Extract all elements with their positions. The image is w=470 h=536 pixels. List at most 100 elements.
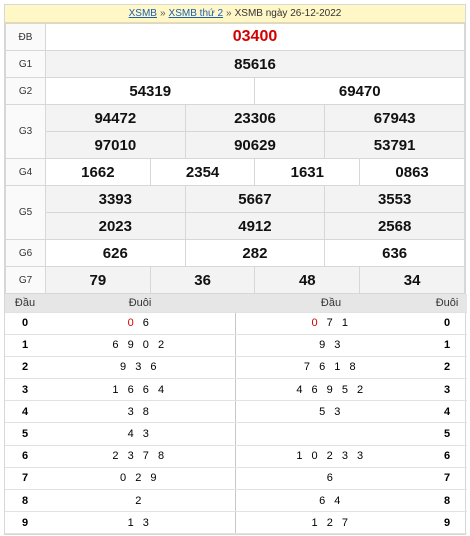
loto-tail-digits: 4 3 xyxy=(45,422,235,446)
loto-tail-rest: 6 xyxy=(136,317,152,330)
prize-row-g7: G7 79 36 48 34 xyxy=(5,266,465,294)
loto-head-digit: 3 xyxy=(5,378,45,402)
prize-row-g5b: 2023 4912 2568 xyxy=(6,212,465,240)
prize-label: G7 xyxy=(5,266,46,294)
prize-value: 3553 xyxy=(324,185,465,213)
loto-row: 5 4 3 5 xyxy=(5,422,467,446)
breadcrumb-separator: » xyxy=(226,8,232,19)
prize-value: 79 xyxy=(45,266,151,294)
loto-tail-digits: 4 6 9 5 2 xyxy=(234,378,427,402)
loto-tail-rest: 4 6 9 5 2 xyxy=(296,383,367,396)
loto-tail-rest: 9 3 6 xyxy=(120,361,160,374)
loto-header-row: Đầu Đuôi Đầu Đuôi xyxy=(5,294,467,313)
prize-label: G3 xyxy=(5,104,46,159)
prize-value: 2023 xyxy=(45,212,186,240)
prize-value: 85616 xyxy=(45,50,465,78)
prize-label: G1 xyxy=(5,50,46,78)
loto-head-digit: 5 xyxy=(427,422,467,446)
breadcrumb-link-xsmb-thu2[interactable]: XSMB thứ 2 xyxy=(168,8,224,19)
page-title: XSMB ngày 26-12-2022 xyxy=(234,8,342,19)
loto-head-digit: 9 xyxy=(427,511,467,535)
loto-head-digit: 4 xyxy=(427,400,467,424)
loto-row: 2 9 3 6 7 6 1 8 2 xyxy=(5,356,467,380)
loto-head-digit: 3 xyxy=(427,378,467,402)
loto-row: 4 3 8 5 3 4 xyxy=(5,400,467,424)
prize-value: 0863 xyxy=(359,158,465,186)
prize-value: 23306 xyxy=(184,104,326,132)
col-header-dau: Đầu xyxy=(235,294,427,313)
prize-label: G2 xyxy=(5,77,46,105)
loto-tail-digits: 0 7 1 xyxy=(234,312,427,335)
loto-tail-rest: 6 xyxy=(326,472,336,485)
loto-head-digit: 4 xyxy=(5,400,45,424)
loto-tail-rest: 4 3 xyxy=(127,428,152,441)
loto-tail-rest: 2 xyxy=(135,494,145,507)
prize-value: 636 xyxy=(324,239,465,267)
loto-head-digit: 7 xyxy=(427,467,467,491)
prize-value: 4912 xyxy=(184,212,326,240)
loto-tail-digits: 1 0 2 3 3 xyxy=(234,445,427,468)
prize-value: 2354 xyxy=(149,158,256,186)
loto-tail-digits: 6 xyxy=(234,467,427,491)
loto-tail-digits: 2 xyxy=(45,489,235,513)
loto-head-digit: 0 xyxy=(5,312,45,335)
loto-tail-highlight: 0 xyxy=(311,317,321,330)
loto-tail-digits: 9 3 xyxy=(234,334,427,357)
prize-value: 2568 xyxy=(324,212,465,240)
loto-tail-digits: 2 3 7 8 xyxy=(45,445,235,468)
loto-row: 6 2 3 7 8 1 0 2 3 3 6 xyxy=(5,445,467,468)
loto-head-digit: 6 xyxy=(5,445,45,468)
loto-tail-rest: 7 1 xyxy=(320,317,351,330)
loto-tail-rest: 0 2 9 xyxy=(120,472,160,485)
breadcrumb: XSMB» XSMB thứ 2» XSMB ngày 26-12-2022 xyxy=(5,5,465,23)
loto-tail-digits: 1 3 xyxy=(45,511,235,535)
loto-tail-digits: 7 6 1 8 xyxy=(234,356,427,380)
col-header-duoi: Đuôi xyxy=(427,294,467,313)
prize-row-g6: G6 626 282 636 xyxy=(5,239,465,267)
loto-tail-digits: 0 2 9 xyxy=(45,467,235,491)
loto-row: 8 2 6 4 8 xyxy=(5,489,467,513)
loto-head-digit: 8 xyxy=(427,489,467,513)
prize-value: 53791 xyxy=(324,131,465,159)
loto-tail-digits: 9 3 6 xyxy=(45,356,235,380)
special-prize-value: 03400 xyxy=(45,23,465,51)
loto-tail-rest: 1 3 xyxy=(127,516,152,529)
results-panel: XSMB» XSMB thứ 2» XSMB ngày 26-12-2022 ĐB … xyxy=(4,4,467,536)
prize-value: 1662 xyxy=(45,158,151,186)
loto-row: 1 6 9 0 2 9 3 1 xyxy=(5,334,467,357)
loto-head-digit: 1 xyxy=(5,334,45,357)
prize-value: 69470 xyxy=(254,77,465,105)
loto-head-digit: 6 xyxy=(427,445,467,468)
prize-value: 54319 xyxy=(44,77,256,105)
prize-value: 3393 xyxy=(45,185,186,213)
prize-label: G4 xyxy=(5,158,46,186)
loto-tail-rest: 2 3 7 8 xyxy=(112,450,168,463)
prize-table: ĐB 03400 G1 85616 G2 54319 69470 G3 9447… xyxy=(5,23,465,294)
loto-head-digit: 5 xyxy=(5,422,45,446)
loto-tail-rest: 9 3 xyxy=(319,339,344,352)
prize-row-g2: G2 54319 69470 xyxy=(5,77,465,105)
breadcrumb-separator: » xyxy=(159,8,166,19)
loto-tail-rest: 1 0 2 3 3 xyxy=(296,450,367,463)
prize-value: 94472 xyxy=(45,104,186,132)
loto-tail-rest: 5 3 xyxy=(319,405,344,418)
prize-row-g3b: 97010 90629 53791 xyxy=(6,131,465,159)
prize-value: 34 xyxy=(359,266,465,294)
prize-value: 1631 xyxy=(254,158,361,186)
loto-tail-digits: 0 6 xyxy=(45,312,235,335)
prize-row-g4: G4 1662 2354 1631 0863 xyxy=(5,158,465,186)
loto-tail-rest: 6 4 xyxy=(319,494,344,507)
prize-label: G5 xyxy=(5,185,46,240)
loto-row: 3 1 6 6 4 4 6 9 5 2 3 xyxy=(5,378,467,402)
col-header-duoi: Đuôi xyxy=(45,294,235,313)
breadcrumb-link-xsmb[interactable]: XSMB xyxy=(128,8,157,19)
loto-tail-digits: 5 3 xyxy=(234,400,427,424)
prize-value: 282 xyxy=(184,239,326,267)
prize-row-g3: G3 94472 23306 67943 xyxy=(5,104,465,159)
loto-head-digit: 1 xyxy=(427,334,467,357)
prize-row-g1: G1 85616 xyxy=(5,50,465,78)
prize-value: 97010 xyxy=(45,131,186,159)
